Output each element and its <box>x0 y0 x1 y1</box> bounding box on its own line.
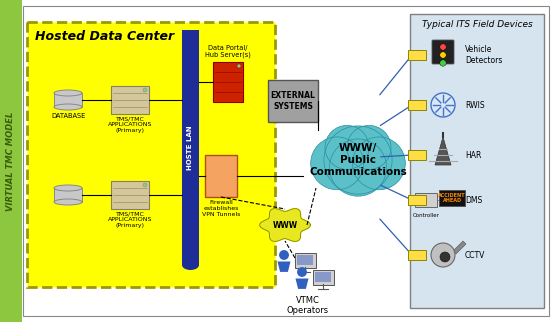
Text: WWW/
Public
Communications: WWW/ Public Communications <box>309 143 407 176</box>
Polygon shape <box>260 209 310 242</box>
Text: Data Portal/
Hub Server(s): Data Portal/ Hub Server(s) <box>205 44 251 58</box>
Circle shape <box>352 137 405 190</box>
FancyBboxPatch shape <box>54 93 82 107</box>
Polygon shape <box>408 250 426 260</box>
Circle shape <box>143 88 147 92</box>
Text: VIRTUAL TMC MODEL: VIRTUAL TMC MODEL <box>7 111 15 211</box>
Text: Typical ITS Field Devices: Typical ITS Field Devices <box>421 20 533 29</box>
Text: ACCIDENT
AHEAD: ACCIDENT AHEAD <box>438 193 466 204</box>
Circle shape <box>330 139 387 196</box>
Circle shape <box>325 125 369 169</box>
Circle shape <box>324 126 392 194</box>
Ellipse shape <box>54 185 82 191</box>
FancyBboxPatch shape <box>213 62 243 102</box>
FancyBboxPatch shape <box>439 190 465 206</box>
Text: TMS/TMC
APPLICATIONS
(Primary): TMS/TMC APPLICATIONS (Primary) <box>108 211 152 228</box>
FancyBboxPatch shape <box>268 80 318 122</box>
Text: Vehicle
Detectors: Vehicle Detectors <box>465 45 502 65</box>
Text: Hosted Data Center: Hosted Data Center <box>35 30 174 43</box>
Circle shape <box>347 125 391 169</box>
FancyBboxPatch shape <box>111 86 149 114</box>
Polygon shape <box>408 50 426 61</box>
FancyBboxPatch shape <box>182 30 199 265</box>
Text: Firewall
establishes
VPN Tunnels: Firewall establishes VPN Tunnels <box>202 200 240 217</box>
FancyBboxPatch shape <box>27 22 275 287</box>
Text: VTMC
Operators: VTMC Operators <box>287 296 329 316</box>
Circle shape <box>279 250 289 260</box>
FancyBboxPatch shape <box>205 155 237 197</box>
FancyBboxPatch shape <box>315 272 331 282</box>
FancyBboxPatch shape <box>0 0 22 322</box>
FancyBboxPatch shape <box>295 252 316 268</box>
Polygon shape <box>278 261 290 272</box>
Text: RWIS: RWIS <box>465 100 484 109</box>
Text: Controller: Controller <box>413 213 440 218</box>
Polygon shape <box>295 279 309 289</box>
Text: CCTV: CCTV <box>465 251 486 260</box>
Ellipse shape <box>182 260 199 270</box>
Circle shape <box>440 52 446 58</box>
Text: HAR: HAR <box>465 150 481 159</box>
Ellipse shape <box>54 90 82 96</box>
Circle shape <box>440 44 446 50</box>
Ellipse shape <box>54 199 82 205</box>
Circle shape <box>237 64 241 68</box>
Text: DATABASE: DATABASE <box>51 113 85 119</box>
Text: DMS: DMS <box>465 195 482 204</box>
Circle shape <box>431 93 455 117</box>
FancyBboxPatch shape <box>410 14 544 308</box>
FancyBboxPatch shape <box>23 6 549 316</box>
FancyBboxPatch shape <box>111 181 149 209</box>
Text: TMS/TMC
APPLICATIONS
(Primary): TMS/TMC APPLICATIONS (Primary) <box>108 116 152 133</box>
Polygon shape <box>408 149 426 160</box>
Text: HOSTE LAN: HOSTE LAN <box>187 125 194 170</box>
Circle shape <box>431 243 455 267</box>
Circle shape <box>440 60 446 66</box>
FancyBboxPatch shape <box>415 193 437 207</box>
Text: EXTERNAL
SYSTEMS: EXTERNAL SYSTEMS <box>270 91 315 111</box>
Circle shape <box>297 267 307 277</box>
FancyBboxPatch shape <box>297 255 313 265</box>
Circle shape <box>143 183 147 187</box>
FancyBboxPatch shape <box>432 40 454 64</box>
FancyBboxPatch shape <box>54 188 82 202</box>
Circle shape <box>440 252 450 262</box>
Circle shape <box>311 137 363 190</box>
Ellipse shape <box>54 104 82 110</box>
Polygon shape <box>408 194 426 205</box>
FancyBboxPatch shape <box>312 270 333 285</box>
Polygon shape <box>435 137 451 165</box>
Polygon shape <box>408 99 426 110</box>
Text: WWW: WWW <box>273 221 298 230</box>
Polygon shape <box>453 241 466 254</box>
